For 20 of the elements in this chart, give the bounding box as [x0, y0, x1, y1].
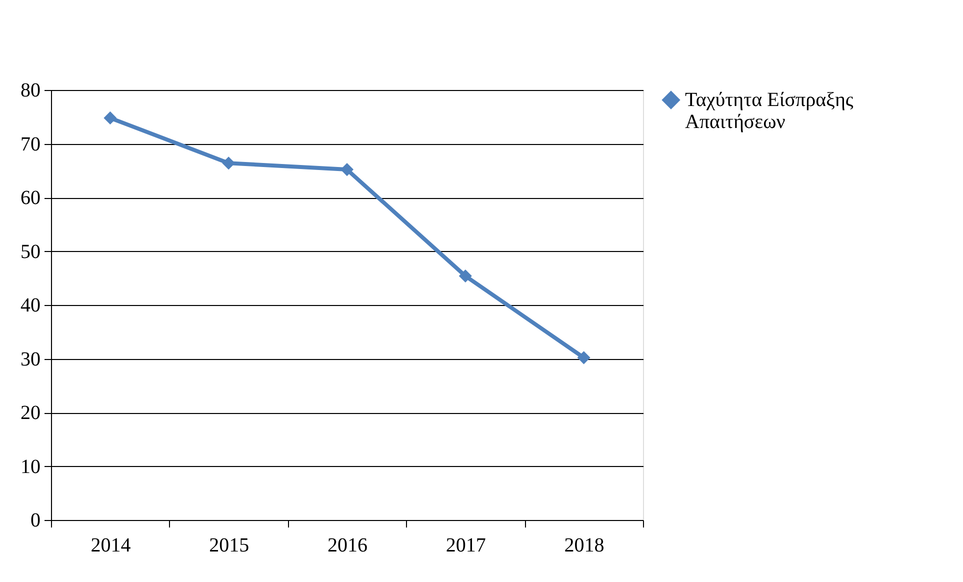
y-tick-label: 70	[20, 133, 40, 156]
y-tick-label: 10	[20, 456, 40, 478]
x-tick-label: 2015	[209, 534, 250, 556]
x-tick-label: 2018	[564, 534, 604, 556]
y-tick-label: 30	[20, 348, 40, 370]
y-tick-label: 80	[20, 80, 40, 102]
point	[222, 156, 236, 170]
x-tick-label: 2016	[328, 534, 368, 556]
y-tick-label: 20	[20, 402, 40, 424]
point	[104, 111, 117, 124]
x-tick-label: 2014	[90, 534, 131, 556]
y-tick-label: 0	[30, 510, 40, 532]
y-tick-label: 50	[20, 240, 40, 263]
point	[340, 163, 354, 176]
point	[458, 269, 472, 282]
y-tick-label: 40	[20, 294, 40, 316]
x-tick-label: 2017	[446, 534, 486, 556]
y-tick-label: 60	[20, 187, 40, 209]
point	[577, 351, 590, 364]
legend-label: Ταχύτητα Είσπραξης Απαιτήσεων	[685, 89, 854, 133]
